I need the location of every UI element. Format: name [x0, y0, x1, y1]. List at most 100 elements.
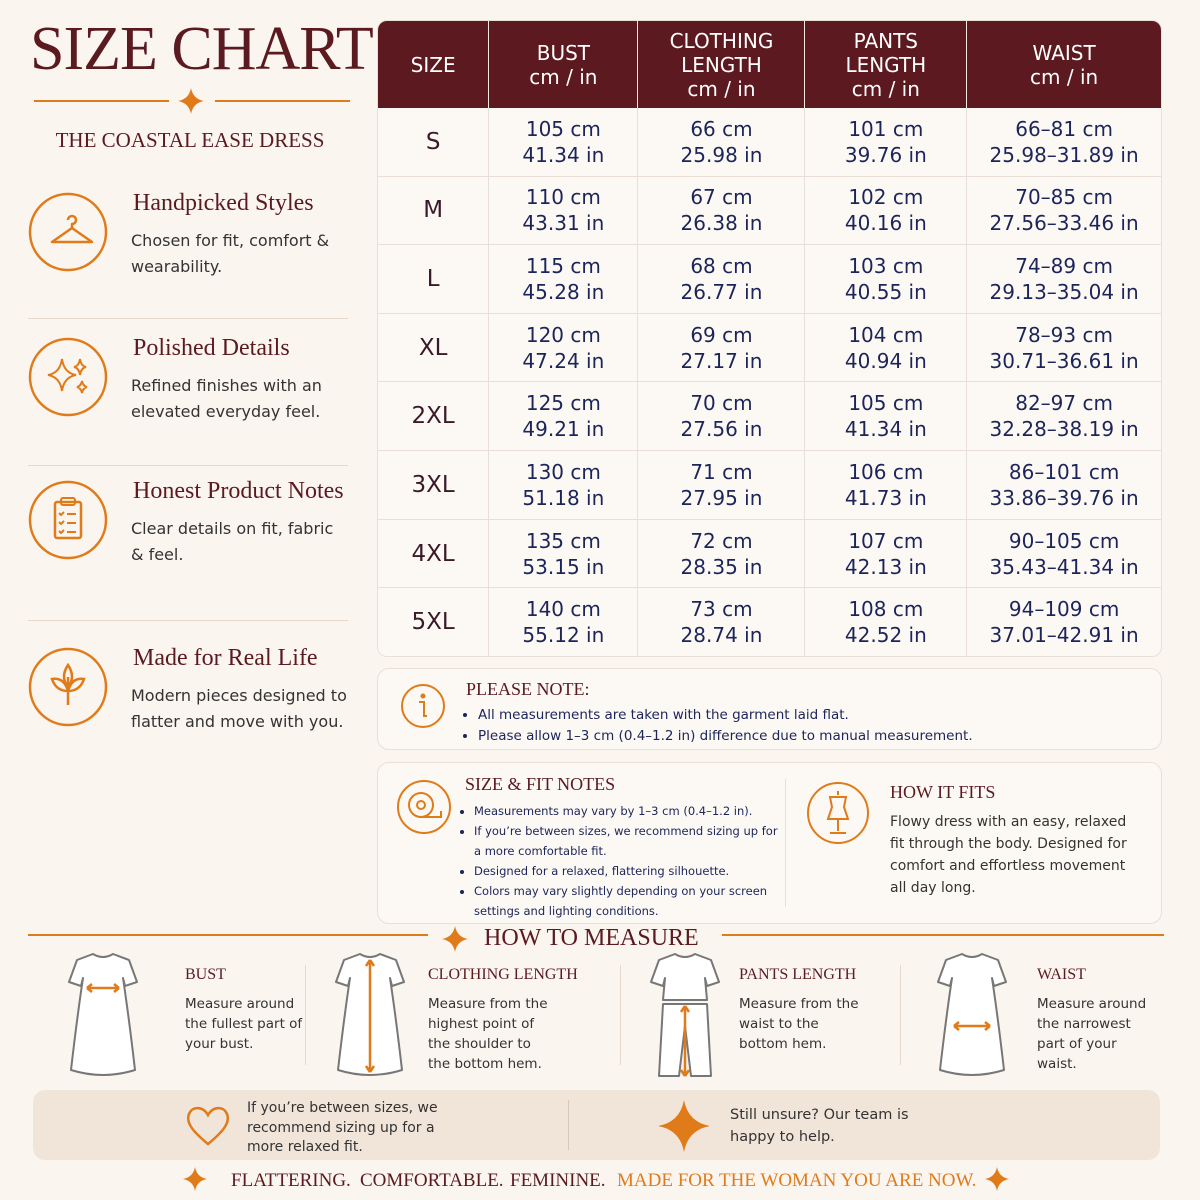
measure-item-text: Measure around the narrowest part of you… [1037, 996, 1147, 1072]
cm-value: 90–105 cm [1008, 528, 1120, 553]
value-cell: 140 cm 55.12 in [488, 587, 639, 656]
cm-value: 78–93 cm [1015, 322, 1113, 347]
measure-item-text: Measure from the highest point of the sh… [428, 996, 548, 1072]
measure-item-title: CLOTHING LENGTH [428, 966, 578, 983]
column-unit: cm / in [1030, 64, 1099, 89]
cm-value: 69 cm [690, 322, 753, 347]
cm-value: 70 cm [690, 391, 753, 416]
tip-box: If you’re between sizes, we recommend si… [33, 1090, 1160, 1160]
cm-value: 66–81 cm [1015, 116, 1113, 141]
feature-title: Made for Real Life [133, 645, 318, 671]
inch-value: 40.55 in [844, 279, 927, 304]
cm-value: 66 cm [690, 116, 753, 141]
value-cell: 102 cm 40.16 in [804, 176, 968, 246]
inch-value: 29.13–35.04 in [989, 279, 1139, 304]
inch-value: 25.98–31.89 in [989, 142, 1139, 167]
cm-value: 74–89 cm [1015, 253, 1113, 278]
column-header: CLOTHING LENGTH cm / in [637, 21, 806, 108]
table-row: S 105 cm 41.34 in 66 cm 25.98 in 101 cm 39.76 … [378, 108, 1161, 177]
star-icon [442, 926, 468, 952]
divider [785, 779, 786, 907]
column-title: CLOTHING LENGTH [669, 28, 774, 77]
fit-notes-list: Measurements may vary by 1–3 cm (0.4–1.2… [458, 801, 784, 921]
table-row: 5XL 140 cm 55.12 in 73 cm 28.74 in 108 cm 42.5… [378, 587, 1161, 656]
cm-value: 107 cm [848, 528, 924, 553]
inch-value: 43.31 in [522, 211, 605, 236]
cm-value: 94–109 cm [1008, 597, 1120, 622]
inch-value: 41.73 in [844, 485, 927, 510]
cm-value: 105 cm [848, 391, 924, 416]
value-cell: 106 cm 41.73 in [804, 450, 968, 520]
size-cell: 5XL [378, 587, 490, 656]
value-cell: 72 cm 28.35 in [637, 519, 806, 589]
tape-icon [397, 780, 451, 834]
fit-notes-title: SIZE & FIT NOTES [465, 774, 616, 794]
measure-item-title: BUST [185, 966, 226, 983]
star-icon [985, 1167, 1009, 1191]
column-header: BUST cm / in [488, 21, 639, 108]
value-cell: 130 cm 51.18 in [488, 450, 639, 520]
garment-icon [932, 948, 1012, 1082]
inch-value: 51.18 in [522, 485, 605, 510]
column-unit: cm / in [851, 76, 920, 101]
separator [620, 965, 621, 1065]
inch-value: 53.15 in [522, 554, 605, 579]
size-cell: L [378, 244, 490, 314]
subtitle: THE COASTAL EASE DRESS [55, 128, 325, 152]
cm-value: 82–97 cm [1015, 391, 1113, 416]
please-note-box: PLEASE NOTE: All measurements are taken … [377, 668, 1162, 750]
value-cell: 71 cm 27.95 in [637, 450, 806, 520]
size-cell: M [378, 176, 490, 246]
tagline: COMFORTABLE. [360, 1170, 504, 1191]
cm-value: 125 cm [525, 391, 601, 416]
cm-value: 106 cm [848, 459, 924, 484]
feature-icon [28, 337, 108, 417]
value-cell: 66–81 cm 25.98–31.89 in [966, 108, 1161, 177]
size-table: SIZE BUST cm / in CLOTHING LENGTH cm / in PAN… [377, 20, 1162, 657]
size-cell: 2XL [378, 381, 490, 452]
fit-note-item: Colors may vary slightly depending on yo… [474, 881, 784, 921]
value-cell: 103 cm 40.55 in [804, 244, 968, 314]
value-cell: 105 cm 41.34 in [804, 381, 968, 452]
feature-title: Handpicked Styles [133, 190, 314, 216]
column-title: SIZE [410, 52, 456, 77]
inch-value: 49.21 in [522, 417, 605, 442]
info-icon [401, 684, 445, 728]
value-cell: 115 cm 45.28 in [488, 244, 639, 314]
measure-item-text: Measure around the fullest part of your … [185, 996, 303, 1052]
inch-value: 33.86–39.76 in [989, 485, 1139, 510]
fits-title: HOW IT FITS [890, 782, 996, 802]
divider [215, 100, 350, 102]
measure-item-title: PANTS LENGTH [739, 966, 857, 983]
inch-value: 55.12 in [522, 623, 605, 648]
heart-icon [187, 1106, 229, 1146]
note-title: PLEASE NOTE: [466, 679, 590, 699]
measure-title: HOW TO MEASURE [484, 925, 699, 951]
separator [28, 318, 348, 319]
inch-value: 39.76 in [844, 142, 927, 167]
cm-value: 102 cm [848, 185, 924, 210]
value-cell: 82–97 cm 32.28–38.19 in [966, 381, 1161, 452]
inch-value: 27.56–33.46 in [989, 211, 1139, 236]
table-row: M 110 cm 43.31 in 67 cm 26.38 in 102 cm 40.16 … [378, 176, 1161, 246]
value-cell: 120 cm 47.24 in [488, 313, 639, 383]
dressform-icon [807, 782, 869, 844]
value-cell: 104 cm 40.94 in [804, 313, 968, 383]
inch-value: 47.24 in [522, 348, 605, 373]
table-row: 2XL 125 cm 49.21 in 70 cm 27.56 in 105 cm 41.3… [378, 381, 1161, 452]
cm-value: 68 cm [690, 253, 753, 278]
table: SIZE BUST cm / in CLOTHING LENGTH cm / in PAN… [378, 21, 1161, 656]
column-unit: cm / in [687, 76, 756, 101]
tip-text: If you’re between sizes, we recommend si… [247, 1100, 438, 1155]
table-row: L 115 cm 45.28 in 68 cm 26.77 in 103 cm 40.55 … [378, 244, 1161, 314]
feature-icon [28, 192, 108, 272]
inch-value: 28.74 in [680, 623, 763, 648]
tagline: FLATTERING. [231, 1170, 351, 1191]
size-cell: 3XL [378, 450, 490, 520]
separator [28, 465, 348, 466]
cm-value: 115 cm [525, 253, 601, 278]
value-cell: 110 cm 43.31 in [488, 176, 639, 246]
column-title: BUST [536, 40, 590, 65]
value-cell: 68 cm 26.77 in [637, 244, 806, 314]
cm-value: 86–101 cm [1008, 459, 1120, 484]
